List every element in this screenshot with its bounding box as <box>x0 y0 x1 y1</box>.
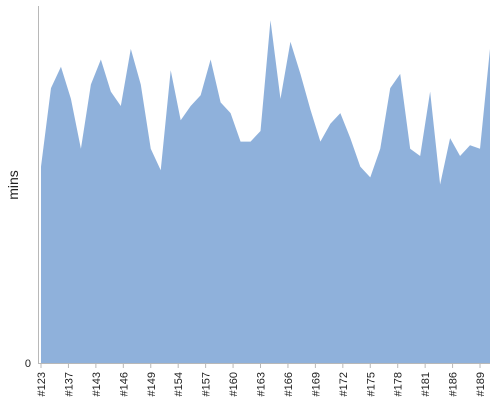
area-series <box>41 20 490 364</box>
y-tick-label: 0 <box>25 358 31 370</box>
x-tick-label: #149 <box>146 372 158 396</box>
x-tick-label: #157 <box>201 372 213 396</box>
x-tick-label: #172 <box>338 372 350 396</box>
y-axis-ticks: 0 <box>25 358 31 370</box>
x-tick-label: #146 <box>118 372 130 396</box>
x-tick-label: #160 <box>228 372 240 396</box>
x-tick-label: #181 <box>420 372 432 396</box>
x-tick-label: #175 <box>365 372 377 396</box>
plot-area <box>41 20 490 364</box>
x-tick-label: #169 <box>310 372 322 396</box>
x-tick-label: #154 <box>173 372 185 396</box>
y-axis-label: mins <box>5 170 21 200</box>
x-tick-label: #178 <box>393 372 405 396</box>
x-tick-label: #163 <box>256 372 268 396</box>
x-tick-label: #166 <box>283 372 295 396</box>
x-tick-label: #143 <box>91 372 103 396</box>
x-tick-label: #123 <box>36 372 48 396</box>
x-axis-ticks: #123 #137 #143 #146 #149 #154 #157 #160 #163 #166… <box>36 364 487 396</box>
x-tick-label: #186 <box>448 372 460 396</box>
x-tick-label: #189 <box>475 372 487 396</box>
x-tick-label: #137 <box>63 372 75 396</box>
